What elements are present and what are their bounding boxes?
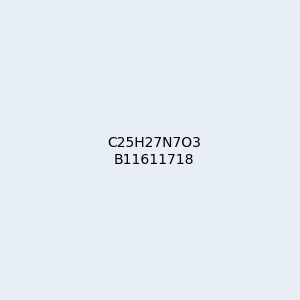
Text: C25H27N7O3
B11611718: C25H27N7O3 B11611718 <box>107 136 201 166</box>
